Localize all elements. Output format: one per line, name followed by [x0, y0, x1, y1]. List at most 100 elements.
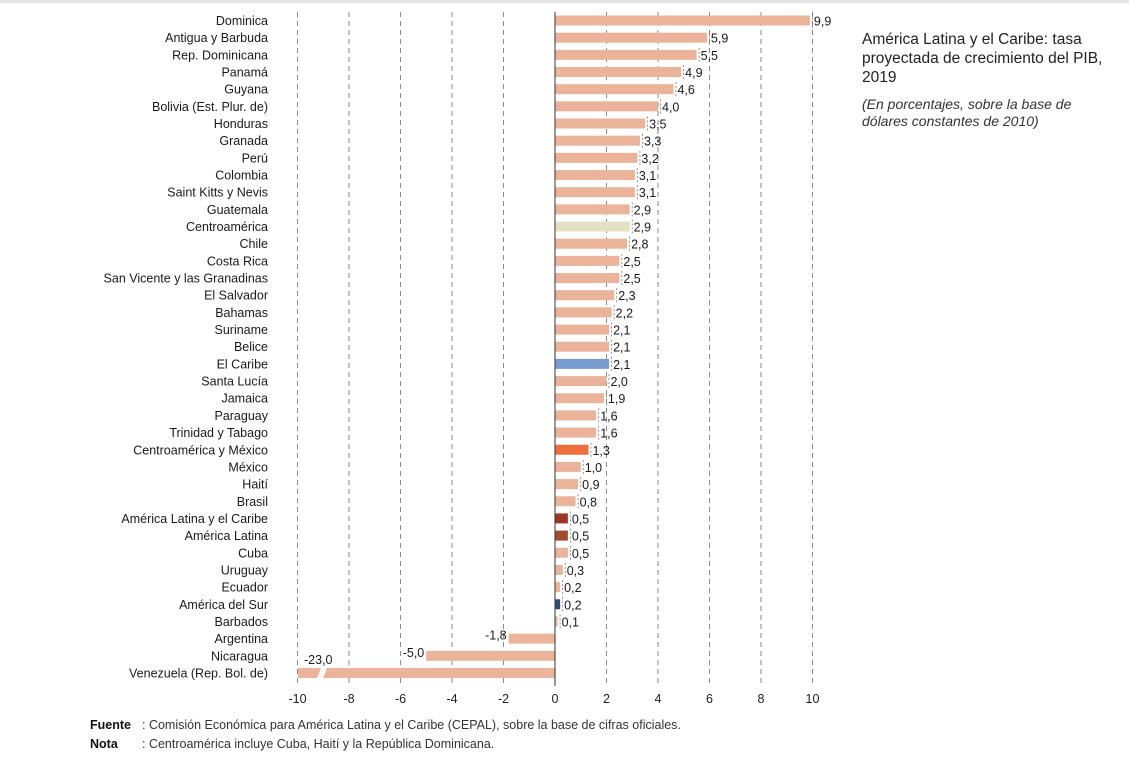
- bar: [555, 599, 561, 610]
- category-label: Panamá: [221, 66, 268, 80]
- value-label: 9,9: [814, 15, 831, 29]
- value-label: -5,0: [403, 646, 425, 660]
- bar: [555, 135, 640, 146]
- category-label: Dominica: [216, 14, 268, 28]
- note-text: Centroamérica incluye Cuba, Haití y la R…: [148, 737, 495, 751]
- value-label: 4,0: [662, 100, 679, 114]
- bar: [555, 118, 646, 129]
- value-label: 2,2: [616, 306, 633, 320]
- x-tick-label: -4: [446, 692, 457, 706]
- note-colon: :: [142, 737, 149, 751]
- category-label: América del Sur: [179, 598, 268, 612]
- axis-layer: -10 -8 -6 -4 -2 0 2 4 6 8 10: [288, 12, 819, 706]
- value-label: 0,5: [572, 512, 589, 526]
- bar: [555, 101, 658, 112]
- category-label: Santa Lucía: [201, 375, 268, 389]
- bar: [555, 204, 630, 215]
- category-label: San Vicente y las Granadinas: [104, 272, 268, 286]
- category-label: México: [228, 460, 268, 474]
- value-label: 4,9: [685, 66, 702, 80]
- bar: [555, 393, 604, 404]
- value-label: 3,3: [644, 135, 661, 149]
- category-label: Saint Kitts y Nevis: [167, 186, 268, 200]
- x-tick-label: 10: [806, 692, 820, 706]
- bar: [508, 633, 555, 644]
- bar: [555, 67, 682, 78]
- category-label: Guyana: [224, 83, 268, 97]
- bar: [555, 530, 568, 541]
- bar: [555, 341, 610, 352]
- category-label: Barbados: [214, 615, 268, 629]
- category-label: Costa Rica: [207, 254, 268, 268]
- value-label: -1,8: [485, 629, 507, 643]
- value-label: 2,0: [611, 375, 628, 389]
- top-rule: [0, 0, 1129, 3]
- bar: [555, 427, 597, 438]
- category-label: Rep. Dominicana: [172, 48, 268, 62]
- category-label: América Latina y el Caribe: [121, 512, 268, 526]
- bar-layer: [298, 15, 810, 681]
- value-label: 0,8: [580, 495, 597, 509]
- source-label: Fuente: [90, 718, 131, 732]
- category-label: Antigua y Barbuda: [165, 31, 268, 45]
- value-label: 5,5: [701, 49, 718, 63]
- category-label: Trinidad y Tabago: [169, 426, 268, 440]
- bar: [555, 616, 558, 627]
- source-text: Comisión Económica para América Latina y…: [148, 718, 681, 732]
- bar: [555, 547, 568, 558]
- bar: [298, 667, 555, 678]
- value-label: 3,5: [649, 118, 666, 132]
- value-label: 2,9: [634, 221, 651, 235]
- category-label: Nicaragua: [211, 649, 268, 663]
- value-label: 2,1: [613, 324, 630, 338]
- x-tick-label: 4: [655, 692, 662, 706]
- x-tick-label: -6: [395, 692, 406, 706]
- category-label: Colombia: [215, 169, 268, 183]
- chart-title: América Latina y el Caribe: tasa proyect…: [862, 31, 1103, 86]
- value-label: 2,9: [634, 203, 651, 217]
- category-label: Paraguay: [214, 409, 268, 423]
- value-label: 1,6: [600, 427, 617, 441]
- value-label: 2,5: [623, 255, 640, 269]
- bar: [555, 513, 568, 524]
- category-label: El Salvador: [204, 289, 268, 303]
- bar: [555, 410, 597, 421]
- x-tick-label: 2: [603, 692, 610, 706]
- bar: [426, 650, 555, 661]
- category-label: Haití: [242, 478, 268, 492]
- value-label: 0,9: [582, 478, 599, 492]
- category-label: Cuba: [238, 546, 268, 560]
- value-label: 0,5: [572, 530, 589, 544]
- value-label: 2,5: [623, 272, 640, 286]
- bar: [555, 170, 635, 181]
- value-label: 1,0: [585, 461, 602, 475]
- value-label: 0,1: [562, 615, 579, 629]
- chart-subtitle: (En porcentajes, sobre la base de dólare…: [862, 96, 1072, 129]
- category-label: Bolivia (Est. Plur. de): [152, 100, 268, 114]
- note-label: Nota: [90, 737, 118, 751]
- x-tick-label: -2: [498, 692, 509, 706]
- value-label: -23,0: [304, 653, 333, 667]
- value-label: 1,3: [592, 444, 609, 458]
- bar: [555, 307, 612, 318]
- category-label: Centroamérica y México: [133, 443, 268, 457]
- footnote: Nota: Centroamérica incluye Cuba, Haití …: [90, 735, 681, 754]
- category-label: Guatemala: [207, 203, 268, 217]
- x-tick-label: 6: [706, 692, 713, 706]
- bar: [555, 376, 607, 387]
- category-label: América Latina: [185, 529, 268, 543]
- category-label: Venezuela (Rep. Bol. de): [129, 666, 268, 680]
- bar: [555, 221, 630, 232]
- value-label: 2,8: [631, 238, 648, 252]
- category-label: El Caribe: [217, 357, 268, 371]
- category-label: Suriname: [215, 323, 269, 337]
- bar: [555, 496, 576, 507]
- bar: [555, 273, 620, 284]
- bar: [555, 444, 589, 455]
- category-label: Granada: [219, 134, 268, 148]
- category-label: Jamaica: [221, 392, 268, 406]
- value-label: 5,9: [711, 32, 728, 46]
- x-tick-label: -10: [288, 692, 306, 706]
- category-label: Belice: [234, 340, 268, 354]
- x-tick-label: 8: [758, 692, 765, 706]
